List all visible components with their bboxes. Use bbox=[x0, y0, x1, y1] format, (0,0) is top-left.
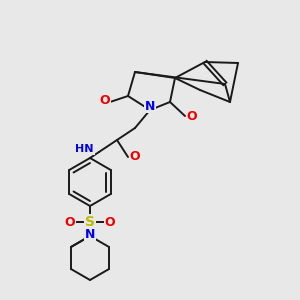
Text: O: O bbox=[130, 151, 140, 164]
Text: O: O bbox=[100, 94, 110, 107]
Text: N: N bbox=[85, 227, 95, 241]
Text: HN: HN bbox=[76, 144, 94, 154]
Text: O: O bbox=[105, 215, 115, 229]
Text: S: S bbox=[85, 215, 95, 229]
Text: N: N bbox=[145, 100, 155, 112]
Text: O: O bbox=[65, 215, 75, 229]
Text: O: O bbox=[187, 110, 197, 122]
